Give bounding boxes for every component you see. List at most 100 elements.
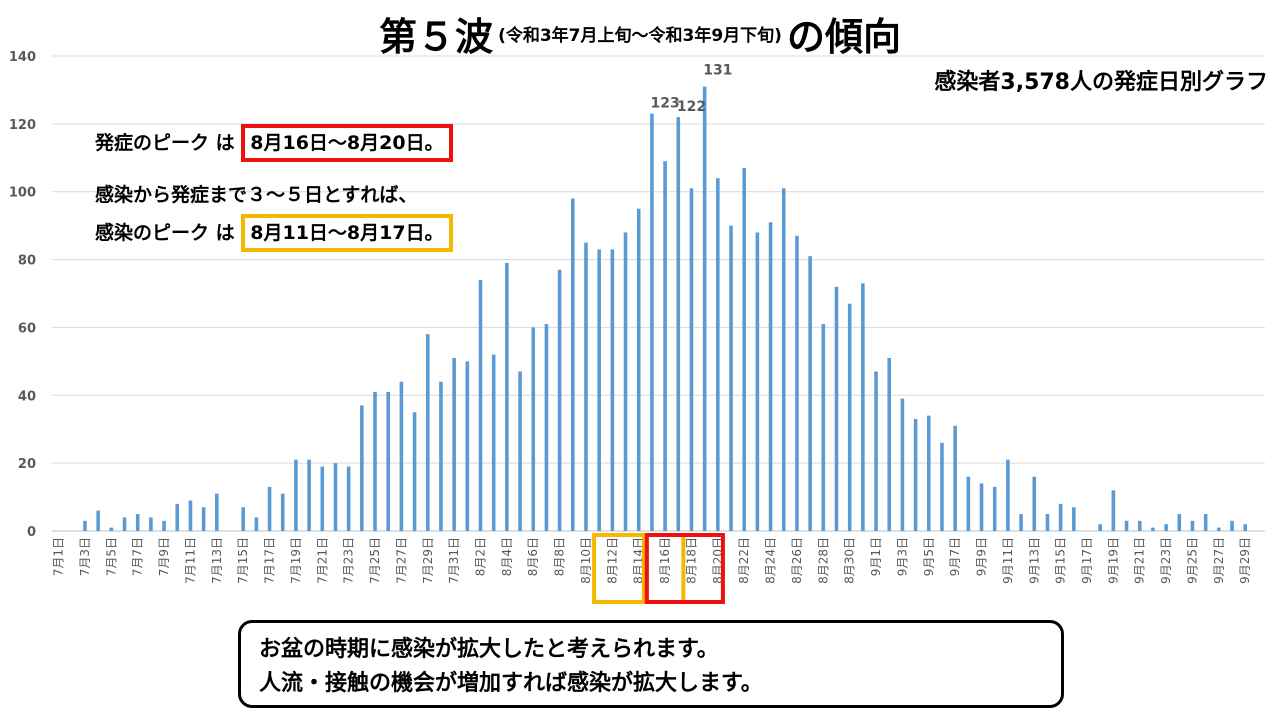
bar bbox=[1019, 514, 1023, 531]
bar bbox=[1177, 514, 1182, 531]
bar bbox=[188, 500, 193, 531]
bar bbox=[439, 381, 443, 531]
bar bbox=[531, 327, 536, 531]
x-tick-label: 8月16日 bbox=[658, 537, 672, 584]
bar bbox=[162, 520, 166, 531]
bar bbox=[597, 249, 601, 531]
bar bbox=[1190, 520, 1195, 531]
chart-subtitle: 感染者3,578人の発症日別グラフ bbox=[934, 70, 1268, 95]
data-label: 122 bbox=[677, 99, 706, 115]
bar bbox=[491, 354, 496, 531]
bar bbox=[465, 361, 470, 531]
bar bbox=[307, 459, 311, 531]
conclusion-box: お盆の時期に感染が拡大したと考えられます。 人流・接触の機会が増加すれば感染が拡… bbox=[238, 620, 1064, 708]
bar bbox=[689, 188, 694, 532]
x-tick-label: 9月29日 bbox=[1238, 537, 1252, 584]
bar bbox=[320, 466, 325, 531]
x-tick-label: 9月7日 bbox=[948, 537, 962, 576]
bar bbox=[808, 256, 812, 531]
bar bbox=[676, 117, 681, 532]
bar bbox=[478, 279, 483, 531]
bar bbox=[623, 232, 628, 531]
bar bbox=[610, 249, 615, 531]
y-tick-label: 100 bbox=[9, 186, 36, 201]
bar bbox=[874, 371, 878, 531]
bar bbox=[333, 463, 338, 531]
bar bbox=[122, 517, 127, 531]
bar bbox=[1098, 524, 1102, 531]
bar bbox=[1032, 476, 1037, 531]
bar bbox=[1230, 520, 1234, 531]
x-tick-label: 8月12日 bbox=[605, 537, 619, 584]
infection-peak-prefix: 感染のピーク は bbox=[95, 222, 235, 244]
x-tick-label: 7月3日 bbox=[78, 537, 92, 576]
bar bbox=[346, 466, 351, 531]
bar bbox=[201, 507, 206, 531]
bar bbox=[1137, 520, 1142, 531]
y-tick-label: 140 bbox=[9, 50, 36, 65]
x-tick-label: 8月26日 bbox=[790, 537, 804, 584]
bar bbox=[1243, 524, 1248, 531]
bar bbox=[584, 242, 588, 531]
onset-peak-range: 8月16日～8月20日。 bbox=[241, 124, 453, 162]
x-tick-label: 7月21日 bbox=[315, 537, 329, 584]
conclusion-line-2: 人流・接触の機会が増加すれば感染が拡大します。 bbox=[259, 671, 763, 696]
infection-peak-range: 8月11日～8月17日。 bbox=[241, 214, 453, 252]
bar bbox=[926, 415, 931, 531]
incubation-note: 感染から発症まで３～５日とすれば、 bbox=[95, 184, 418, 206]
page-title: 第５波 (令和3年7月上旬～令和3年9月下旬) の傾向 bbox=[0, 6, 1280, 61]
bar bbox=[83, 520, 87, 531]
title-main-left: 第５波 bbox=[378, 15, 493, 59]
x-tick-label: 8月18日 bbox=[684, 537, 698, 584]
bar bbox=[1111, 490, 1116, 531]
bar bbox=[254, 517, 259, 531]
bar bbox=[636, 208, 641, 531]
bar bbox=[966, 476, 971, 531]
bar bbox=[1217, 527, 1221, 531]
bar bbox=[940, 442, 944, 531]
x-tick-label: 9月19日 bbox=[1106, 537, 1120, 584]
bar bbox=[768, 222, 773, 531]
x-tick-label: 7月31日 bbox=[447, 537, 461, 584]
bar bbox=[702, 86, 707, 532]
y-tick-label: 20 bbox=[18, 457, 36, 472]
x-tick-label: 9月21日 bbox=[1133, 537, 1147, 584]
bar bbox=[755, 232, 760, 531]
bar bbox=[847, 303, 852, 531]
bar bbox=[109, 527, 114, 531]
bar bbox=[373, 391, 377, 531]
bar bbox=[821, 324, 826, 531]
title-period: (令和3年7月上旬～令和3年9月下旬) bbox=[498, 26, 782, 46]
highlight-box-yellow bbox=[592, 533, 646, 604]
bar bbox=[215, 493, 219, 531]
x-tick-label: 8月10日 bbox=[579, 537, 593, 584]
bar bbox=[979, 483, 984, 531]
bar bbox=[1164, 524, 1168, 531]
y-tick-label: 0 bbox=[27, 525, 36, 540]
data-label: 131 bbox=[703, 63, 732, 79]
x-tick-label: 9月11日 bbox=[1001, 537, 1015, 584]
y-tick-label: 60 bbox=[18, 321, 36, 336]
x-tick-label: 9月25日 bbox=[1185, 537, 1199, 584]
bar bbox=[900, 398, 905, 531]
x-tick-label: 9月5日 bbox=[922, 537, 936, 576]
x-tick-label: 7月17日 bbox=[263, 537, 277, 584]
bar bbox=[360, 405, 364, 531]
bar bbox=[399, 381, 404, 531]
bar bbox=[1072, 507, 1076, 531]
bar bbox=[729, 225, 733, 531]
x-tick-label: 9月3日 bbox=[895, 537, 909, 576]
bar bbox=[650, 113, 654, 531]
x-tick-label: 7月19日 bbox=[289, 537, 303, 584]
infection-peak-note: 感染のピーク は 8月11日～8月17日。 bbox=[95, 214, 453, 252]
x-tick-label: 8月28日 bbox=[816, 537, 830, 584]
bar bbox=[742, 167, 747, 531]
x-tick-label: 8月24日 bbox=[764, 537, 778, 584]
x-tick-label: 8月6日 bbox=[526, 537, 540, 576]
bar bbox=[887, 357, 892, 531]
bar bbox=[1045, 514, 1050, 531]
x-tick-label: 9月9日 bbox=[975, 537, 989, 576]
x-tick-label: 7月9日 bbox=[157, 537, 171, 576]
bar bbox=[425, 334, 430, 531]
